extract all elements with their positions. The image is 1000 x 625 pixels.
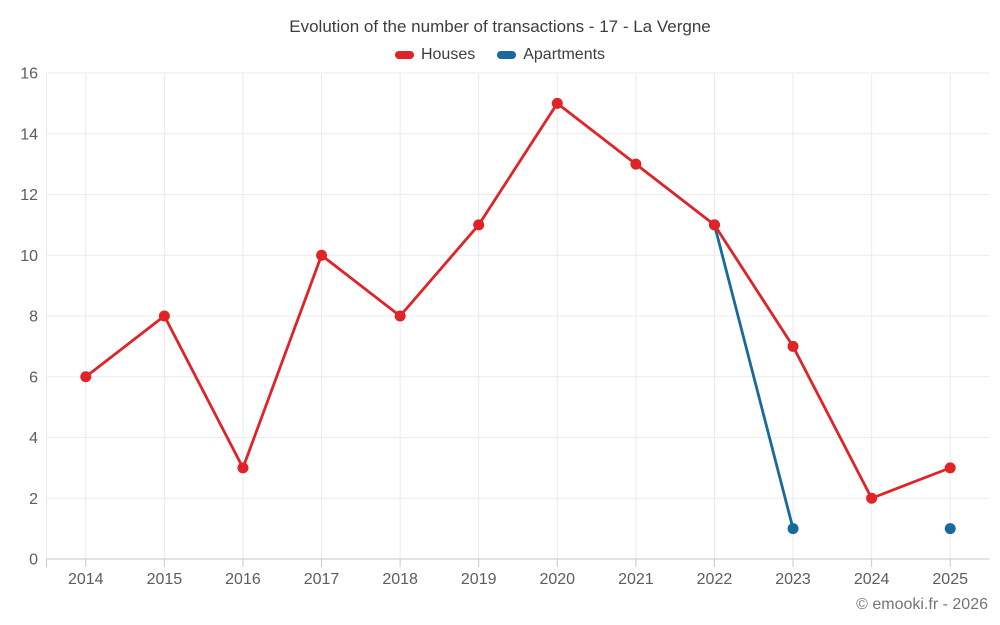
- legend-item-apartments[interactable]: Apartments: [497, 46, 605, 64]
- y-axis-label: 10: [20, 248, 38, 265]
- data-point-apartments[interactable]: [944, 523, 956, 535]
- data-point-houses[interactable]: [866, 492, 878, 504]
- data-point-houses[interactable]: [944, 462, 956, 474]
- data-point-houses[interactable]: [630, 158, 642, 170]
- houses-series-swatch-icon: [394, 51, 414, 59]
- series-line-apartments: [713, 223, 795, 531]
- data-point-houses[interactable]: [237, 462, 249, 474]
- data-point-houses[interactable]: [80, 371, 92, 383]
- data-point-houses[interactable]: [473, 219, 485, 231]
- x-axis-label: 2016: [225, 571, 261, 588]
- legend-item-houses[interactable]: Houses: [394, 46, 476, 64]
- x-axis-label: 2022: [697, 571, 733, 588]
- y-axis-label: 12: [20, 187, 38, 204]
- x-axis-label: 2021: [618, 571, 654, 588]
- chart-title: Evolution of the number of transactions …: [289, 17, 711, 36]
- x-axis-label: 2019: [461, 571, 497, 588]
- series-line-houses: [84, 101, 952, 500]
- data-point-houses[interactable]: [394, 310, 406, 322]
- x-axis-label: 2023: [775, 571, 811, 588]
- y-axis-label: 8: [29, 309, 38, 326]
- x-axis-label: 2024: [854, 571, 890, 588]
- y-axis-label: 14: [20, 126, 38, 143]
- data-point-houses[interactable]: [551, 97, 563, 109]
- data-point-apartments[interactable]: [787, 523, 799, 535]
- x-axis-label: 2015: [147, 571, 183, 588]
- x-axis-label: 2014: [68, 571, 104, 588]
- x-axis-label: 2017: [304, 571, 340, 588]
- y-axis-label: 4: [29, 430, 38, 447]
- chart-legend: Houses Apartments: [0, 46, 1000, 64]
- legend-label-houses: Houses: [420, 46, 476, 63]
- x-axis-label: 2018: [382, 571, 418, 588]
- data-point-houses[interactable]: [787, 340, 799, 352]
- y-axis-label: 16: [20, 66, 38, 83]
- copyright-credit: © emooki.fr - 2026: [856, 596, 988, 613]
- data-point-houses[interactable]: [316, 249, 328, 261]
- x-axis-label: 2025: [932, 571, 968, 588]
- legend-label-apartments: Apartments: [523, 46, 606, 63]
- y-axis-label: 2: [29, 491, 38, 508]
- data-point-houses[interactable]: [158, 310, 170, 322]
- apartments-series-swatch-icon: [497, 51, 517, 59]
- data-point-houses[interactable]: [708, 219, 720, 231]
- x-axis-label: 2020: [539, 571, 575, 588]
- y-axis-label: 6: [29, 369, 38, 386]
- y-axis-label: 0: [29, 552, 38, 569]
